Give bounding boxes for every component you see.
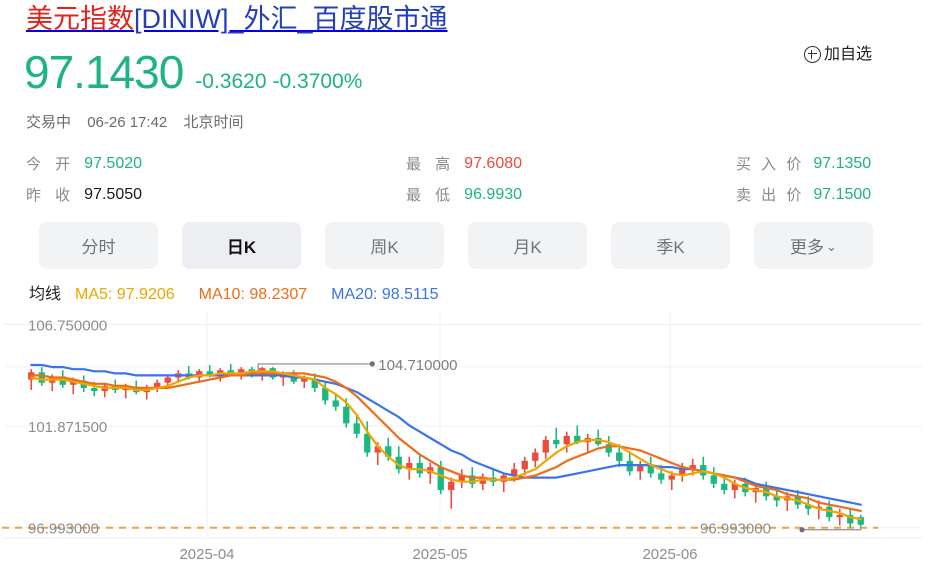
- candlestick-chart[interactable]: 106.750000 101.871500 96.993000 104.710000 9…: [0, 305, 940, 571]
- price-block: 97.1430 -0.3620 -0.3700%: [24, 44, 362, 100]
- x-axis-tick-label: 2025-06: [642, 546, 698, 563]
- tab-label: 分时: [81, 238, 116, 257]
- quote-details-grid: 今 开 97.5020 最 高 97.6080 买 入 价 97.1350 昨 …: [26, 148, 916, 210]
- tab-label: 月K: [513, 238, 542, 257]
- quote-row: 昨 收 97.5050 最 低 96.9930 卖 出 价 97.1500: [26, 179, 916, 210]
- tab-fenshi[interactable]: 分时: [39, 222, 158, 269]
- quote-field-bid: 买 入 价 97.1350: [736, 153, 916, 174]
- chart-period-tabs: 分时 日K 周K 月K 季K 更多 ⌄: [39, 222, 873, 269]
- tab-more[interactable]: 更多 ⌄: [754, 222, 873, 269]
- circled-plus-icon: [803, 46, 821, 63]
- tab-quarter-k[interactable]: 季K: [611, 222, 730, 269]
- add-favorite-button[interactable]: 加自选: [803, 45, 872, 63]
- quote-field-open: 今 开 97.5020: [26, 153, 406, 174]
- quote-field-value: 97.1350: [813, 154, 872, 172]
- x-axis-tick-label: 2025-04: [179, 546, 235, 563]
- page-title: 美元指数[DINIW]_外汇_百度股市通: [26, 2, 448, 36]
- y-axis-label: 96.993000: [28, 521, 99, 538]
- ma-legend: 均线 MA5: 97.9206 MA10: 98.2307 MA20: 98.5…: [29, 280, 463, 304]
- change-percent: -0.3700%: [272, 70, 363, 93]
- y-axis-label: 106.750000: [28, 317, 107, 334]
- quote-field-high: 最 高 97.6080: [406, 153, 736, 174]
- change-amount: -0.3620: [195, 70, 267, 93]
- ma10-legend: MA10: 98.2307: [198, 286, 308, 303]
- tab-label: 更多: [790, 238, 825, 257]
- page-title-secondary: [DINIW]_外汇_百度股市通: [134, 4, 448, 34]
- candlestick-chart-svg[interactable]: 106.750000 101.871500 96.993000 104.710000 9…: [0, 305, 940, 571]
- quote-field-label: 今 开: [26, 156, 76, 173]
- market-status-row: 交易中 06-26 17:42 北京时间: [26, 112, 255, 134]
- quote-datetime: 06-26 17:42: [87, 114, 168, 131]
- last-price: 97.1430: [24, 46, 184, 98]
- quote-field-low: 最 低 96.9930: [406, 184, 736, 205]
- add-favorite-label: 加自选: [823, 45, 872, 63]
- tab-month-k[interactable]: 月K: [468, 222, 587, 269]
- y-axis-label: 101.871500: [28, 419, 107, 436]
- ma5-legend: MA5: 97.9206: [75, 286, 175, 303]
- page-title-primary: 美元指数: [26, 4, 134, 34]
- high-price-annotation: 104.710000: [378, 357, 457, 374]
- tab-week-k[interactable]: 周K: [325, 222, 444, 269]
- ma20-legend: MA20: 98.5115: [331, 286, 439, 303]
- quote-field-label: 买 入 价: [736, 156, 805, 173]
- quote-field-label: 最 高: [406, 156, 456, 173]
- quote-field-value: 96.9930: [464, 185, 523, 203]
- page-title-link[interactable]: 美元指数[DINIW]_外汇_百度股市通: [26, 4, 448, 34]
- quote-field-label: 卖 出 价: [736, 187, 805, 204]
- quote-field-label: 昨 收: [26, 187, 76, 204]
- quote-field-value: 97.6080: [464, 154, 523, 172]
- tab-label: 季K: [656, 238, 685, 257]
- quote-row: 今 开 97.5020 最 高 97.6080 买 入 价 97.1350: [26, 148, 916, 179]
- x-axis-labels: 2025-04 2025-05 2025-06: [0, 546, 940, 571]
- market-status: 交易中: [26, 114, 72, 131]
- tab-day-k[interactable]: 日K: [182, 222, 301, 269]
- x-axis-tick-label: 2025-05: [412, 546, 468, 563]
- ma-legend-title: 均线: [29, 286, 62, 303]
- tab-label: 周K: [370, 238, 399, 257]
- quote-field-label: 最 低: [406, 187, 456, 204]
- quote-field-value: 97.1500: [813, 185, 872, 203]
- quote-field-ask: 卖 出 价 97.1500: [736, 184, 916, 205]
- quote-field-value: 97.5020: [84, 154, 143, 172]
- tab-label: 日K: [226, 238, 257, 257]
- chevron-down-icon: ⌄: [826, 238, 837, 254]
- quote-field-value: 97.5050: [84, 185, 143, 203]
- quote-timezone: 北京时间: [183, 114, 244, 131]
- quote-field-prev-close: 昨 收 97.5050: [26, 184, 406, 205]
- low-price-annotation: 96.993000: [700, 521, 771, 538]
